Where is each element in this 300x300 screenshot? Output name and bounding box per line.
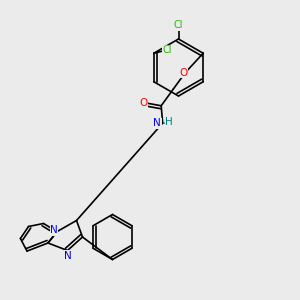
Text: N: N: [153, 118, 161, 128]
Text: H: H: [165, 117, 173, 127]
Text: N: N: [64, 251, 71, 261]
Text: Cl: Cl: [174, 20, 183, 31]
Text: O: O: [180, 68, 188, 78]
Text: O: O: [139, 98, 147, 108]
Text: N: N: [50, 225, 58, 235]
Text: Cl: Cl: [163, 45, 172, 55]
